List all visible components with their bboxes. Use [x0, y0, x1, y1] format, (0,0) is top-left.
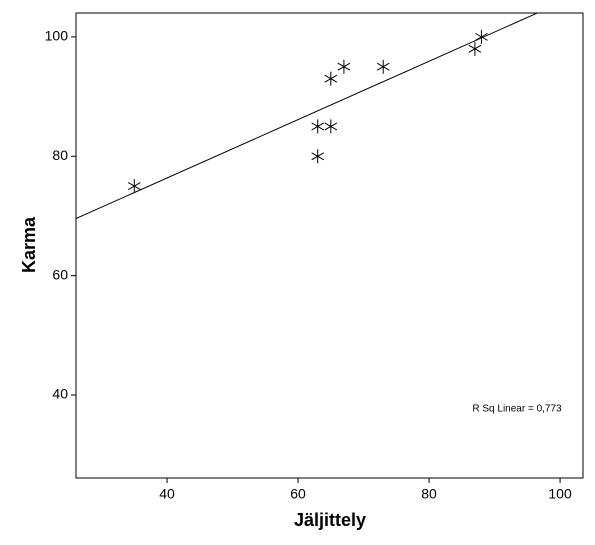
point — [324, 71, 338, 86]
y-tick-label: 80 — [52, 147, 68, 163]
point — [311, 149, 325, 164]
x-tick-label: 80 — [421, 486, 437, 502]
point — [324, 119, 338, 134]
point — [311, 119, 325, 134]
point — [337, 59, 351, 74]
x-tick-label: 40 — [159, 486, 175, 502]
y-tick-label: 60 — [52, 266, 68, 282]
x-tick-label: 60 — [290, 486, 306, 502]
point — [475, 29, 488, 44]
point — [376, 59, 390, 74]
x-axis-title: Jäljittely — [294, 510, 366, 530]
annotation: R Sq Linear = 0,773 — [472, 404, 562, 415]
y-tick-label: 100 — [45, 28, 69, 44]
fit-line — [76, 13, 539, 220]
y-tick-label: 40 — [52, 386, 68, 402]
x-tick-label: 100 — [548, 486, 572, 502]
y-axis-title: Karma — [19, 216, 39, 273]
plot-area — [75, 12, 584, 479]
point — [127, 179, 141, 194]
point — [468, 41, 482, 56]
